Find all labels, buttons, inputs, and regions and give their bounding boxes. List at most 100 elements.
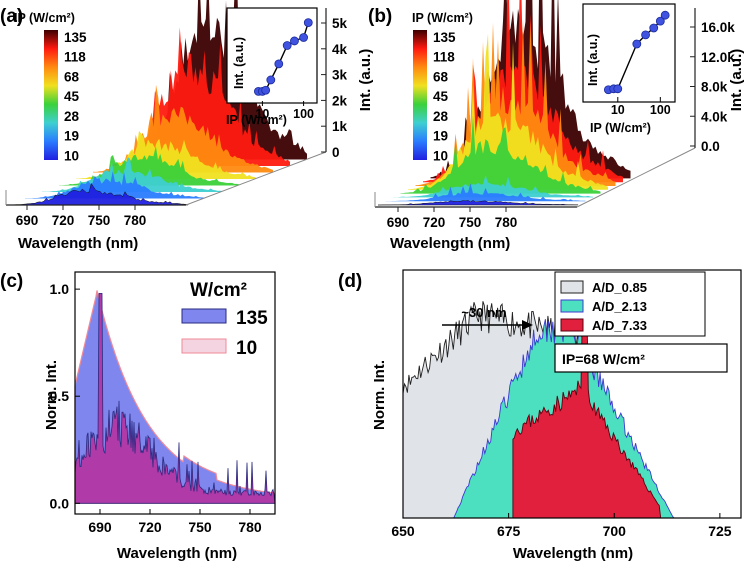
legend-entry-118: 118 <box>433 50 455 65</box>
legend-swatch-135 <box>181 308 227 324</box>
legend-label-135: 135 <box>236 308 268 329</box>
legend-entry-118: 118 <box>64 50 86 65</box>
shift-arrow-head <box>522 320 533 330</box>
panel-a-depth-axis <box>185 151 327 206</box>
z-tick-label-4k: 4k <box>332 42 348 57</box>
legend-swatch-A/D_2.13 <box>560 299 584 313</box>
inset-point <box>303 18 313 27</box>
z-tick-label-8.0k: 8.0k <box>701 80 728 95</box>
inset-point <box>266 75 276 85</box>
x-tick-label-700: 700 <box>603 523 627 539</box>
legend-entry-45: 45 <box>433 89 449 104</box>
panel-b-colorbar <box>413 30 427 160</box>
legend-entry-28: 28 <box>64 109 80 124</box>
spectrum-layer-0 <box>378 200 579 206</box>
legend-entry-10: 10 <box>433 148 448 163</box>
ip-annotation: IP=68 W/cm² <box>562 351 645 367</box>
x-tick-label-675: 675 <box>497 523 521 539</box>
y-tick-label-0.0: 0.0 <box>50 495 70 511</box>
inset-tick-label-10: 10 <box>255 107 269 121</box>
legend-swatch-A/D_7.33 <box>560 318 584 332</box>
panel-b-zlabel: Int. (a.u.) <box>728 49 745 112</box>
x-tick-label-780: 780 <box>124 213 147 228</box>
z-tick-label-0.0: 0.0 <box>701 139 720 154</box>
series-ad733-area <box>512 303 662 519</box>
z-tick-label-3k: 3k <box>332 68 348 83</box>
shift-annotation: ~30 nm <box>461 305 506 320</box>
series-135-area <box>74 292 276 504</box>
legend-swatch-10 <box>181 338 227 354</box>
panel-d-label: (d) <box>338 271 362 292</box>
panel-a-legend-title: IP (W/cm²) <box>14 11 75 25</box>
z-tick-label-2k: 2k <box>332 93 348 108</box>
panel-a-colorbar <box>44 30 58 160</box>
panel-b-inset-xlabel: IP (W/cm²) <box>590 121 651 135</box>
inset-point <box>613 84 623 94</box>
panel-a-xlabel: Wavelength (nm) <box>18 235 138 252</box>
z-tick-label-16.0k: 16.0k <box>701 20 735 35</box>
x-tick-label-650: 650 <box>391 523 415 539</box>
panel-d-frame <box>402 269 742 519</box>
inset-tick-label-100: 100 <box>650 103 671 117</box>
panel-a-inset: 10 100 <box>254 18 314 121</box>
legend-entry-135: 135 <box>433 30 456 45</box>
spectrum-layer-1 <box>385 183 586 202</box>
spectrum-layer-0 <box>7 182 189 206</box>
legend-label-A/D_0.85: A/D_0.85 <box>592 280 647 295</box>
legend-entry-19: 19 <box>433 129 448 144</box>
x-tick-label-750: 750 <box>88 213 111 228</box>
panel-d-plot <box>402 301 682 519</box>
panel-c-frame <box>74 271 276 515</box>
z-tick-label-4.0k: 4.0k <box>701 109 728 124</box>
spectrum-layer-1 <box>25 171 205 199</box>
legend-entry-28: 28 <box>433 109 449 124</box>
z-tick-label-12.0k: 12.0k <box>701 50 735 65</box>
spectrum-layer-2 <box>393 175 593 198</box>
inset-point <box>274 59 284 69</box>
spectrum-layer-3 <box>400 115 601 194</box>
panel-b-waterfall <box>378 0 631 206</box>
inset-point <box>660 10 670 20</box>
panel-a-waterfall <box>7 0 307 206</box>
inset-point <box>649 23 659 33</box>
ip-annotation-box <box>554 343 728 373</box>
legend-swatch-A/D_0.85 <box>560 280 584 294</box>
panel-b-inset: 10 100 <box>603 10 671 117</box>
colorbar-rect <box>413 30 427 160</box>
colorbar-rect <box>44 30 58 160</box>
inset-point <box>655 16 665 26</box>
panel-a-inset-ylabel: Int. (a.u.) <box>232 37 246 89</box>
legend-label-A/D_2.13: A/D_2.13 <box>592 299 647 314</box>
inset-tick-label-100: 100 <box>293 107 314 121</box>
panel-a-inset-xlabel: IP (W/cm²) <box>226 113 287 127</box>
panel-b-xlabel: Wavelength (nm) <box>390 235 510 252</box>
panel-d: 650 675 700 725 Wavelength (nm) Norm. Int. … <box>371 269 742 562</box>
panel-a: 690 720 750 780 Wavelength (nm) 0 1k 2k 3k 4k 5k… <box>5 0 374 252</box>
panel-b: 690 720 750 780 Wavelength (nm) 0.0 4.0k 8.0k… <box>374 0 745 252</box>
x-tick-label-750: 750 <box>459 215 482 230</box>
panel-d-xlabel: Wavelength (nm) <box>513 545 633 562</box>
panel-c-legend-title: W/cm² <box>190 280 247 301</box>
x-tick-label-725: 725 <box>708 523 732 539</box>
x-tick-label-750: 750 <box>188 519 212 535</box>
inset-point <box>261 85 271 95</box>
x-tick-label-690: 690 <box>16 213 39 228</box>
legend-entry-135: 135 <box>64 30 87 45</box>
z-tick-label-0: 0 <box>332 145 340 160</box>
y-tick-label-1.0: 1.0 <box>50 281 70 297</box>
inset-point <box>299 33 308 42</box>
panel-a-inset-frame <box>226 7 318 104</box>
x-tick-label-690: 690 <box>88 519 112 535</box>
legend-label-A/D_7.33: A/D_7.33 <box>592 318 647 333</box>
legend-entry-68: 68 <box>433 69 449 84</box>
x-tick-label-720: 720 <box>52 213 75 228</box>
x-tick-label-720: 720 <box>138 519 162 535</box>
panel-c: 690 720 750 780 0.0 0.5 1.0 Wavelength (nm) No… <box>43 271 276 562</box>
panel-b-label: (b) <box>368 6 392 27</box>
panel-c-xlabel: Wavelength (nm) <box>117 545 237 562</box>
panel-c-ylabel: Norm. Int. <box>43 360 60 430</box>
legend-entry-68: 68 <box>64 69 80 84</box>
panel-c-label: (c) <box>0 271 23 292</box>
panel-c-plot <box>74 290 276 504</box>
